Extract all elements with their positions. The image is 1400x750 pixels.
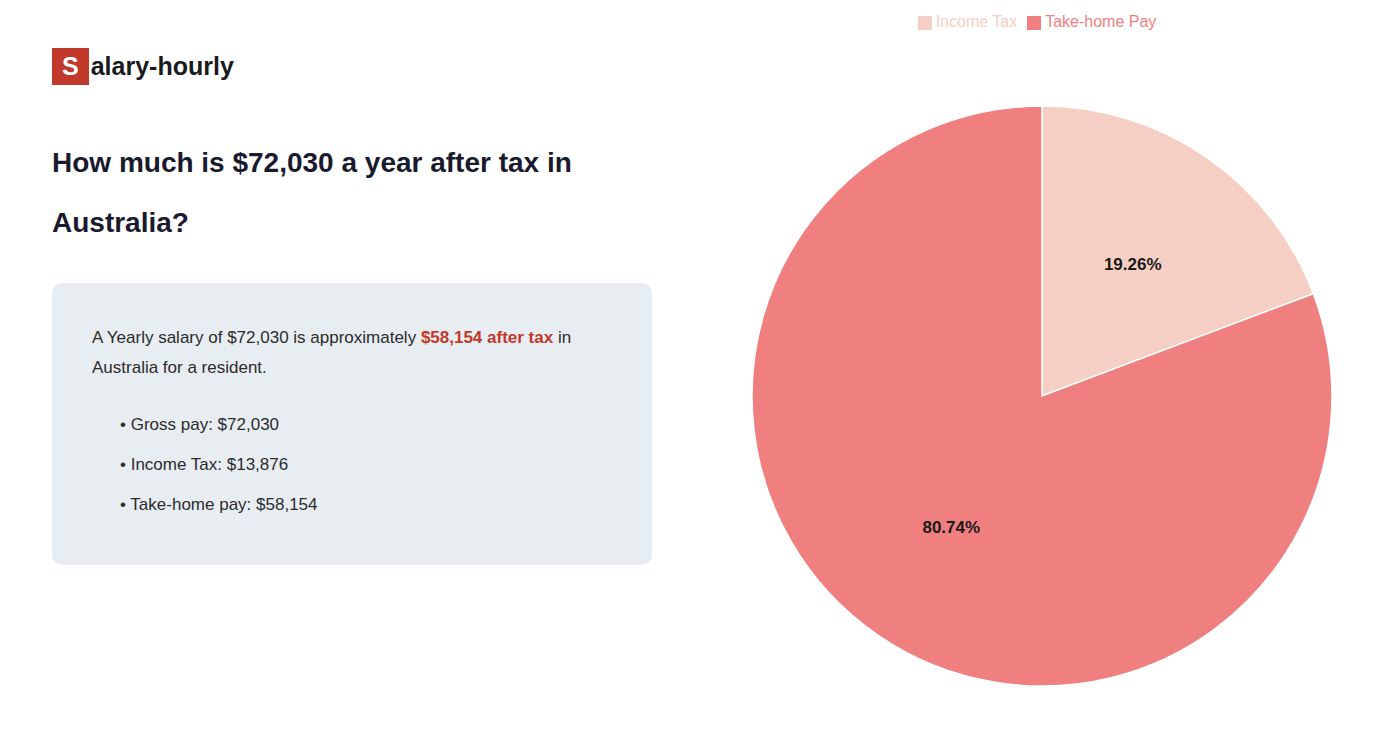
html-text:• Income Tax: $13,876: • Income Tax: $13,876 [120, 455, 289, 474]
html-text:A Yearly salary of $72,030 is: A Yearly salary of $72,030 is approximat… [92, 328, 572, 347]
svg-text:19.26%: 19.26% [1104, 255, 1162, 274]
html-text:• Take-home pay: $58,154: • Take-home pay: $58,154 [120, 495, 318, 514]
html-text:Take-home Pay: Take-home Pay [1045, 13, 1157, 30]
html-text:alary-hourly: alary-hourly [90, 52, 234, 80]
html-text:Income Tax: Income Tax [935, 13, 1018, 30]
svg-text:80.74%: 80.74% [922, 518, 980, 537]
html-text:Australia?: Australia? [52, 207, 189, 238]
html-text:How much is $72,030 a year aft: How much is $72,030 a year after tax in [52, 147, 572, 178]
html-text:Australia for a resident.: Australia for a resident. [92, 358, 267, 377]
html-text:S: S [62, 52, 79, 80]
html-text:• Gross pay: $72,030: • Gross pay: $72,030 [120, 415, 279, 434]
